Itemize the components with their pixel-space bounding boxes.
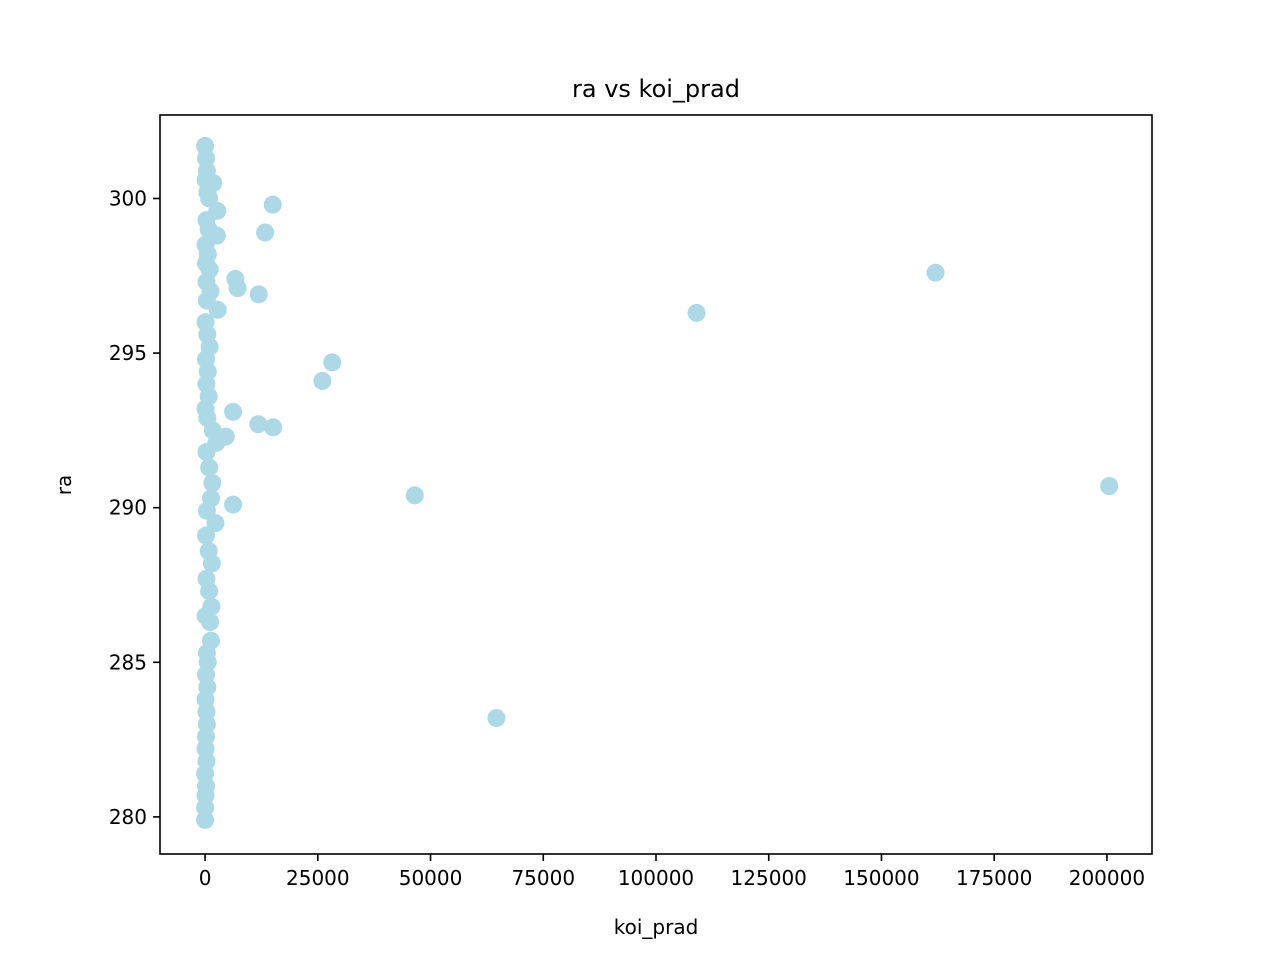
data-point: [249, 415, 268, 434]
data-point: [201, 613, 220, 632]
data-point: [313, 371, 332, 390]
chart-title: ra vs koi_prad: [572, 75, 740, 103]
data-point: [249, 285, 268, 304]
data-point: [323, 353, 342, 372]
data-point: [202, 554, 221, 573]
data-point: [263, 195, 282, 214]
x-tick-label: 100000: [618, 866, 694, 890]
data-point: [405, 486, 424, 505]
y-tick-label: 290: [109, 496, 147, 520]
plot-frame: [159, 114, 1153, 855]
x-tick-label: 75000: [511, 866, 575, 890]
data-point: [196, 526, 215, 545]
data-point: [200, 458, 219, 477]
data-point: [206, 514, 225, 533]
x-tick-label: 175000: [956, 866, 1032, 890]
data-point: [200, 582, 219, 601]
x-tick-label: 125000: [731, 866, 807, 890]
data-point: [196, 798, 215, 817]
data-point: [264, 418, 283, 437]
data-point: [224, 402, 243, 421]
x-tick-label: 150000: [843, 866, 919, 890]
y-axis: 280 285 290 295 300: [109, 186, 160, 829]
points-layer: [196, 136, 1119, 829]
data-point: [196, 810, 215, 829]
x-axis-label: koi_prad: [614, 915, 699, 939]
data-point: [203, 473, 222, 492]
data-point: [687, 303, 706, 322]
data-point: [256, 223, 275, 242]
y-axis-label: ra: [52, 475, 76, 495]
y-tick-label: 300: [109, 186, 147, 210]
x-tick-label: 200000: [1069, 866, 1145, 890]
data-point: [208, 300, 227, 319]
x-tick-label: 25000: [286, 866, 350, 890]
y-tick-label: 295: [109, 341, 147, 365]
data-point: [1100, 477, 1119, 496]
x-axis: 0 25000 50000 75000 100000 125000 150000 175000…: [199, 854, 1145, 890]
y-tick-label: 285: [109, 650, 147, 674]
y-tick-label: 280: [109, 805, 147, 829]
data-point: [228, 279, 247, 298]
x-tick-label: 0: [199, 866, 212, 890]
data-point: [926, 263, 945, 282]
data-point: [487, 708, 506, 727]
data-point: [224, 495, 243, 514]
x-tick-label: 50000: [399, 866, 463, 890]
data-point: [197, 443, 216, 462]
